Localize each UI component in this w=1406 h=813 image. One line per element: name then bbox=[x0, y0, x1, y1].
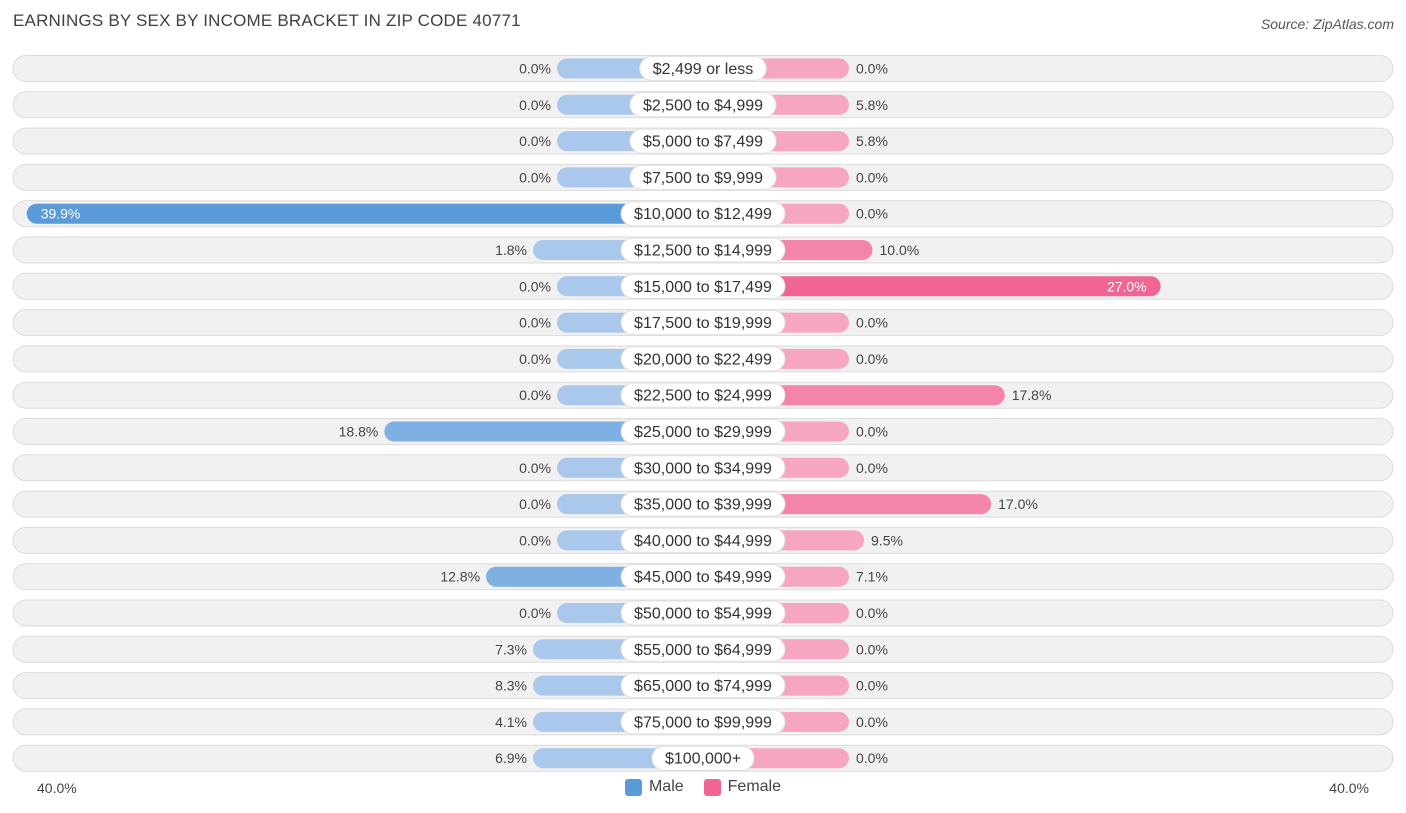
male-value-label: 39.9% bbox=[41, 206, 81, 222]
category-label: $2,499 or less bbox=[653, 61, 754, 78]
category-label: $2,500 to $4,999 bbox=[643, 97, 763, 114]
category-label: $15,000 to $17,499 bbox=[634, 279, 772, 296]
category-label-box bbox=[620, 673, 786, 699]
male-value-label: 4.1% bbox=[495, 714, 527, 730]
female-value-label: 0.0% bbox=[856, 315, 888, 331]
male-value-label: 6.9% bbox=[495, 750, 527, 766]
category-label-box bbox=[620, 419, 786, 444]
female-value-label: 0.0% bbox=[856, 424, 888, 440]
category-label-box bbox=[629, 164, 777, 190]
category-label: $100,000+ bbox=[665, 751, 741, 768]
male-value-label: 0.0% bbox=[519, 387, 551, 403]
legend-label-male: Male bbox=[648, 778, 684, 795]
category-label-box bbox=[651, 745, 755, 771]
category-label-box bbox=[629, 128, 777, 154]
male-value-label: 0.0% bbox=[519, 496, 551, 512]
male-value-label: 8.3% bbox=[495, 678, 527, 694]
category-label: $25,000 to $29,999 bbox=[634, 424, 772, 441]
female-value-label: 0.0% bbox=[856, 61, 888, 77]
female-value-label: 0.0% bbox=[856, 605, 888, 621]
category-label-box bbox=[639, 56, 767, 81]
category-label: $7,500 to $9,999 bbox=[643, 170, 763, 187]
category-label-box bbox=[620, 237, 786, 263]
female-value-label: 17.8% bbox=[1012, 387, 1052, 403]
female-value-label: 0.0% bbox=[856, 351, 888, 367]
category-label: $20,000 to $22,499 bbox=[634, 351, 772, 368]
male-value-label: 1.8% bbox=[495, 242, 527, 258]
chart-title: EARNINGS BY SEX BY INCOME BRACKET IN ZIP… bbox=[13, 11, 521, 30]
category-label: $5,000 to $7,499 bbox=[643, 134, 763, 151]
female-value-label: 0.0% bbox=[856, 714, 888, 730]
female-value-label: 0.0% bbox=[856, 678, 888, 694]
female-value-label: 0.0% bbox=[856, 460, 888, 476]
female-value-label: 9.5% bbox=[871, 532, 903, 548]
female-value-label: 10.0% bbox=[880, 242, 920, 258]
female-value-label: 0.0% bbox=[856, 641, 888, 657]
male-value-label: 0.0% bbox=[519, 61, 551, 77]
category-label: $65,000 to $74,999 bbox=[634, 678, 772, 695]
category-label-box bbox=[620, 564, 786, 590]
category-label: $75,000 to $99,999 bbox=[634, 714, 772, 731]
female-value-label: 27.0% bbox=[1107, 278, 1147, 294]
category-label: $35,000 to $39,999 bbox=[634, 497, 772, 514]
legend-item-female[interactable]: Female bbox=[703, 778, 782, 796]
legend-swatch-female bbox=[703, 778, 721, 796]
male-bar bbox=[26, 203, 703, 224]
female-value-label: 7.1% bbox=[856, 569, 888, 585]
male-value-label: 0.0% bbox=[519, 605, 551, 621]
category-label: $22,500 to $24,999 bbox=[634, 388, 772, 405]
category-label-box bbox=[620, 527, 786, 553]
category-label-box bbox=[620, 455, 786, 481]
female-value-label: 17.0% bbox=[998, 496, 1038, 512]
category-label-box bbox=[620, 636, 786, 662]
female-bar bbox=[703, 276, 1161, 297]
category-label-box bbox=[620, 600, 786, 626]
female-value-label: 0.0% bbox=[856, 750, 888, 766]
category-label-box bbox=[620, 346, 786, 372]
category-label: $10,000 to $12,499 bbox=[634, 206, 772, 223]
female-value-label: 5.8% bbox=[856, 133, 888, 149]
axis-left-label: 40.0% bbox=[37, 780, 77, 796]
category-label-box bbox=[629, 92, 777, 118]
category-label-box bbox=[620, 382, 786, 408]
category-label: $30,000 to $34,999 bbox=[634, 460, 772, 477]
category-label-box bbox=[620, 310, 786, 336]
chart-canvas: 0.0% 0.0% $2,499 or less 0.0% 5.8% $2,500 to … bbox=[12, 55, 1394, 772]
category-label: $17,500 to $19,999 bbox=[634, 315, 772, 332]
female-value-label: 0.0% bbox=[856, 206, 888, 222]
source-note: Source: ZipAtlas.com bbox=[1260, 16, 1394, 32]
category-label-box bbox=[620, 201, 786, 227]
male-value-label: 0.0% bbox=[519, 169, 551, 185]
male-value-label: 0.0% bbox=[519, 532, 551, 548]
male-value-label: 0.0% bbox=[519, 460, 551, 476]
female-value-label: 5.8% bbox=[856, 97, 888, 113]
category-label: $50,000 to $54,999 bbox=[634, 606, 772, 623]
legend-label-female: Female bbox=[727, 778, 782, 795]
male-value-label: 7.3% bbox=[495, 641, 527, 657]
male-value-label: 0.0% bbox=[519, 97, 551, 113]
legend-swatch-male bbox=[624, 778, 642, 796]
category-label-box bbox=[620, 491, 786, 517]
male-value-label: 0.0% bbox=[519, 351, 551, 367]
category-label: $12,500 to $14,999 bbox=[634, 243, 772, 260]
male-value-label: 0.0% bbox=[519, 278, 551, 294]
male-value-label: 0.0% bbox=[519, 133, 551, 149]
category-label-box bbox=[620, 273, 786, 299]
legend-item-male[interactable]: Male bbox=[624, 778, 684, 796]
category-label-box bbox=[620, 709, 786, 735]
male-value-label: 18.8% bbox=[339, 424, 379, 440]
category-label: $45,000 to $49,999 bbox=[634, 569, 772, 586]
female-value-label: 0.0% bbox=[856, 169, 888, 185]
category-label: $55,000 to $64,999 bbox=[634, 642, 772, 659]
male-value-label: 12.8% bbox=[440, 569, 480, 585]
male-value-label: 0.0% bbox=[519, 315, 551, 331]
category-label: $40,000 to $44,999 bbox=[634, 533, 772, 550]
axis-right-label: 40.0% bbox=[1329, 780, 1369, 796]
legend: Male Female bbox=[0, 778, 1406, 796]
